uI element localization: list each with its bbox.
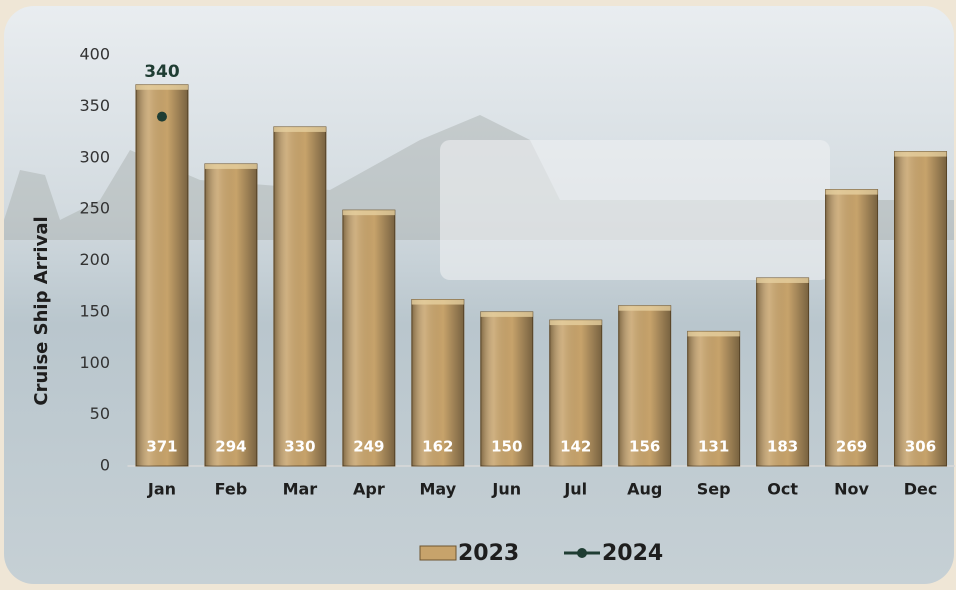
- value-label: 330: [284, 438, 315, 456]
- legend-swatch-dot: [577, 548, 587, 558]
- value-label: 131: [698, 438, 729, 456]
- value-label: 340: [144, 62, 180, 82]
- value-label: 306: [905, 438, 936, 456]
- bar-shade: [273, 126, 326, 467]
- x-tick-label: Jan: [147, 480, 176, 499]
- y-tick-label: 300: [79, 147, 110, 166]
- x-tick-label: Mar: [283, 480, 318, 499]
- bar-bevel: [273, 126, 326, 132]
- bar-bevel: [894, 151, 947, 157]
- value-label: 269: [836, 438, 867, 456]
- x-tick-label: Apr: [353, 480, 385, 499]
- legend-swatch: [419, 545, 457, 561]
- y-tick-label: 400: [79, 45, 110, 64]
- value-label: 294: [215, 438, 246, 456]
- x-tick-label: Sep: [697, 480, 731, 499]
- value-label: 249: [353, 438, 384, 456]
- bar-bevel: [687, 331, 740, 337]
- bar-shade: [480, 311, 533, 466]
- y-tick-label: 100: [79, 353, 110, 372]
- bar-shade: [204, 163, 257, 467]
- value-label: 371: [146, 438, 177, 456]
- legend: 2023 2024: [419, 541, 663, 566]
- x-tick-label: Jul: [563, 480, 587, 499]
- legend-label: 2024: [602, 541, 663, 566]
- bar-shade: [687, 331, 740, 466]
- bar-bevel: [549, 320, 602, 326]
- value-label: 162: [422, 438, 453, 456]
- bar-shade: [825, 189, 878, 467]
- bar-bevel: [756, 277, 809, 283]
- value-label: 156: [629, 438, 660, 456]
- bar-bevel: [342, 210, 395, 216]
- y-tick-label: 250: [79, 199, 110, 218]
- y-tick-label: 50: [90, 404, 110, 423]
- y-axis-label: Cruise Ship Arrival: [31, 216, 52, 405]
- value-label: 142: [560, 438, 591, 456]
- bar-bevel: [135, 84, 188, 90]
- x-tick-label: Jun: [491, 480, 521, 499]
- x-tick-label: Aug: [627, 480, 662, 499]
- x-tick-label: Feb: [215, 480, 248, 499]
- bar-shade: [894, 151, 947, 466]
- y-tick-label: 350: [79, 96, 110, 115]
- bar-shade: [135, 84, 188, 467]
- bar-shade: [756, 277, 809, 466]
- value-label: 150: [491, 438, 522, 456]
- x-tick-label: Nov: [834, 480, 869, 499]
- bar-bevel: [825, 189, 878, 195]
- y-tick-label: 0: [100, 456, 110, 475]
- x-tick-label: Oct: [767, 480, 798, 499]
- x-tick-label: Dec: [904, 480, 938, 499]
- bar-shade: [549, 320, 602, 466]
- value-label: 183: [767, 438, 798, 456]
- bar-shade: [342, 210, 395, 466]
- y-tick-label: 150: [79, 301, 110, 320]
- line-point: [156, 111, 167, 122]
- bar-bevel: [204, 163, 257, 169]
- y-tick-label: 200: [79, 250, 110, 269]
- bar-bevel: [480, 311, 533, 317]
- x-tick-label: May: [419, 480, 456, 499]
- bar-shade: [411, 299, 464, 466]
- bar-bevel: [411, 299, 464, 305]
- bar-bevel: [618, 305, 671, 311]
- bar-shade: [618, 305, 671, 466]
- background-ship: [440, 140, 830, 280]
- legend-label: 2023: [458, 541, 519, 566]
